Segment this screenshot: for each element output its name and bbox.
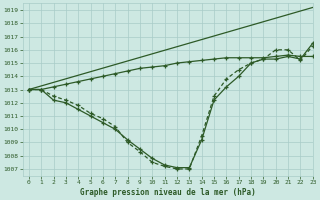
X-axis label: Graphe pression niveau de la mer (hPa): Graphe pression niveau de la mer (hPa) [80, 188, 256, 197]
